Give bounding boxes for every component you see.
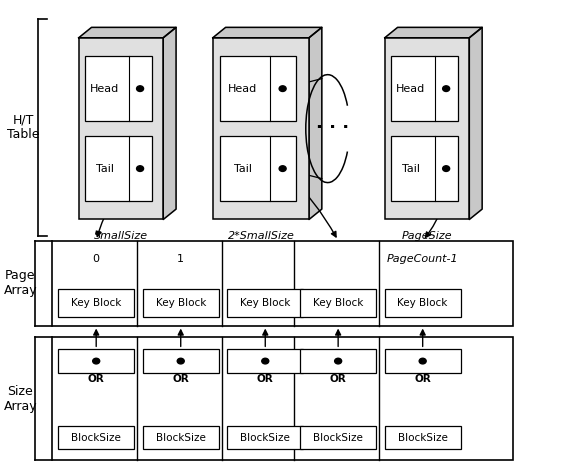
Text: SmallSize: SmallSize [94, 231, 148, 241]
Polygon shape [163, 27, 176, 219]
Text: BlockSize: BlockSize [398, 432, 448, 443]
Bar [220, 56, 297, 121]
Circle shape [442, 86, 449, 92]
Circle shape [442, 166, 449, 171]
Bar [85, 136, 152, 201]
Text: 1: 1 [177, 254, 184, 264]
Bar [58, 426, 134, 449]
Text: BlockSize: BlockSize [313, 432, 363, 443]
Text: OR: OR [257, 374, 273, 384]
Text: Head: Head [90, 84, 120, 93]
Text: Head: Head [396, 84, 426, 93]
Bar [79, 38, 163, 219]
Text: PageSize: PageSize [402, 231, 452, 241]
Bar [220, 136, 297, 201]
Bar [385, 38, 469, 219]
Bar [300, 426, 376, 449]
Bar [143, 289, 219, 317]
Circle shape [279, 166, 286, 171]
Text: OR: OR [173, 374, 189, 384]
Text: . . .: . . . [316, 114, 349, 132]
Bar [227, 349, 303, 373]
Bar [58, 349, 134, 373]
Text: Key Block: Key Block [313, 298, 363, 308]
Circle shape [419, 358, 426, 364]
Text: BlockSize: BlockSize [240, 432, 290, 443]
Bar [385, 349, 461, 373]
Text: Key Block: Key Block [240, 298, 290, 308]
Text: Tail: Tail [234, 164, 252, 174]
Circle shape [279, 86, 286, 92]
Polygon shape [385, 27, 482, 38]
Bar [213, 38, 309, 219]
Circle shape [136, 166, 143, 171]
Text: Key Block: Key Block [156, 298, 206, 308]
Text: Page
Array: Page Array [3, 269, 37, 297]
Bar [300, 349, 376, 373]
Text: 0: 0 [93, 254, 100, 264]
Text: BlockSize: BlockSize [156, 432, 206, 443]
Text: Key Block: Key Block [398, 298, 448, 308]
Circle shape [335, 358, 342, 364]
Text: Tail: Tail [402, 164, 420, 174]
Text: 2*SmallSize: 2*SmallSize [227, 231, 294, 241]
Text: OR: OR [330, 374, 346, 384]
Circle shape [177, 358, 184, 364]
Bar [385, 289, 461, 317]
Bar [385, 426, 461, 449]
Text: Head: Head [228, 84, 257, 93]
Text: OR: OR [88, 374, 104, 384]
Bar [52, 337, 513, 460]
Text: Tail: Tail [96, 164, 114, 174]
Bar [391, 56, 458, 121]
Bar [58, 289, 134, 317]
Bar [300, 289, 376, 317]
Text: OR: OR [415, 374, 431, 384]
Circle shape [136, 86, 143, 92]
Text: PageCount-1: PageCount-1 [387, 254, 458, 264]
Polygon shape [79, 27, 176, 38]
Bar [52, 241, 513, 326]
Bar [227, 289, 303, 317]
Bar [391, 136, 458, 201]
Text: Key Block: Key Block [71, 298, 121, 308]
Circle shape [262, 358, 269, 364]
Text: H/T
Table: H/T Table [7, 113, 40, 142]
Circle shape [93, 358, 100, 364]
Bar [85, 56, 152, 121]
Polygon shape [309, 27, 322, 219]
Polygon shape [213, 27, 322, 38]
Bar [143, 349, 219, 373]
Text: BlockSize: BlockSize [71, 432, 121, 443]
Text: Size
Array: Size Array [3, 385, 37, 413]
Polygon shape [469, 27, 482, 219]
Bar [227, 426, 303, 449]
Bar [143, 426, 219, 449]
